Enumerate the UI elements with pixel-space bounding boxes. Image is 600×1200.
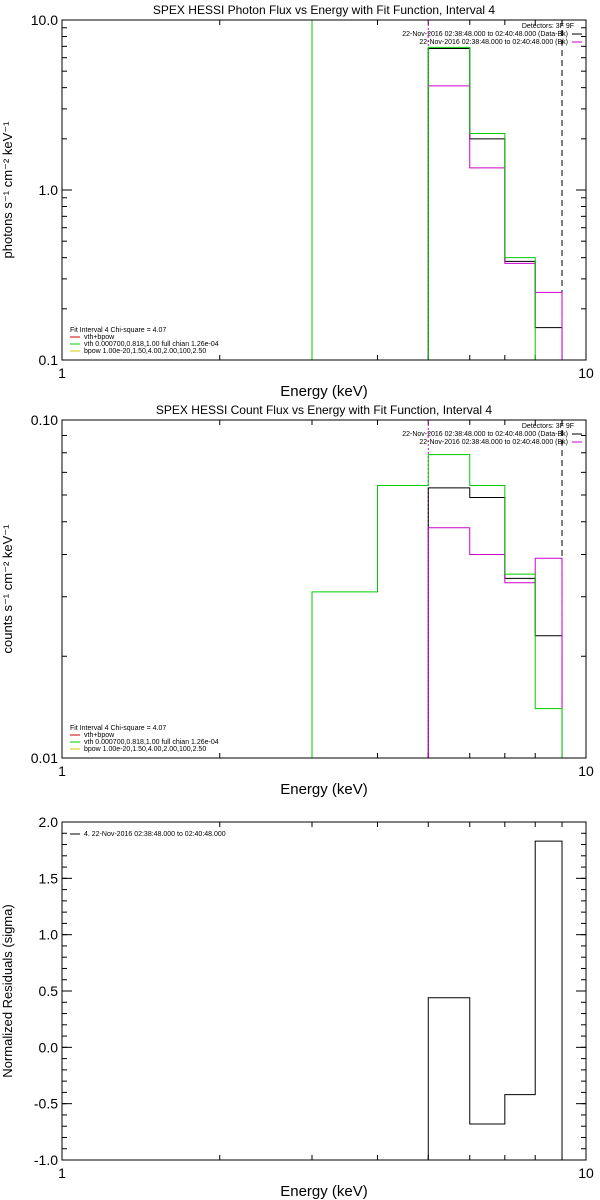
- legend-left-entry: bpow 1.00e-20,1.50,4.00,2.00,100,2.50: [84, 348, 206, 355]
- y-axis-label: Normalized Residuals (sigma): [0, 904, 15, 1077]
- y-tick-label: 1.5: [39, 870, 59, 886]
- x-axis-ticks: [219, 822, 563, 1160]
- y-tick-label: 2.0: [39, 814, 59, 830]
- plot-area: [311, 420, 563, 758]
- x-axis-label: Energy (keV): [280, 1183, 368, 1200]
- series-bk: [427, 527, 563, 758]
- legend-left-entry: Fit Interval 4 Chi-square = 4.07: [70, 327, 166, 334]
- plot-area: [427, 840, 563, 1160]
- y-tick-label: 0.10: [31, 412, 58, 428]
- x-axis-ticks: [219, 20, 563, 360]
- y-axis-label: counts s⁻¹ cm⁻² keV⁻¹: [0, 524, 15, 654]
- y-tick-label: -1.0: [34, 1152, 58, 1168]
- chart-title: SPEX HESSI Photon Flux vs Energy with Fi…: [153, 3, 495, 17]
- legend-right-entry: 22-Nov-2016 02:38:48.000 to 02:40:48.000…: [419, 439, 568, 446]
- series-bk: [427, 85, 563, 360]
- series-data-bk: [427, 487, 563, 758]
- plot-frame: [61, 19, 587, 361]
- series-vth-bpow: [427, 46, 563, 360]
- legend-left-entry: vth+bpow: [84, 732, 115, 739]
- legend-right-entry: 22-Nov-2016 02:38:48.000 to 02:40:48.000…: [419, 39, 568, 46]
- x-axis-label: Energy (keV): [280, 383, 368, 400]
- x-tick-label: 1: [58, 365, 66, 381]
- x-tick-label: 1: [58, 1165, 66, 1181]
- y-tick-label: 10.0: [31, 12, 58, 28]
- chart-panel-3: -1.0 -0.5 0.0 0.5 1.0 1.5 2.0 1 10 Energy (keV) No…: [0, 814, 594, 1200]
- legend-left-entry: vth 0.000700,0.818,1.00 full chian 1.26e…: [84, 739, 219, 746]
- chart-panel-2: SPEX HESSI Count Flux vs Energy with Fit…: [0, 403, 594, 798]
- chart-panel-1: SPEX HESSI Photon Flux vs Energy with Fi…: [0, 3, 594, 400]
- legend-left-entry: vth 0.000700,0.818,1.00 full chian 1.26e…: [84, 341, 219, 348]
- x-tick-label: 10: [578, 1165, 594, 1181]
- y-tick-label: 1.0: [39, 182, 59, 198]
- y-tick-label: 0.5: [39, 983, 59, 999]
- x-tick-label: 10: [578, 365, 594, 381]
- detectors-label: Detectors: 3F 9F: [522, 423, 574, 430]
- y-axis-ticks: [62, 821, 586, 1161]
- y-tick-label: 0.0: [39, 1039, 59, 1055]
- series-4-22-nov-2016-02-38-48-000-to-02-40-48-000: [427, 840, 563, 1160]
- plot-area: [311, 20, 563, 360]
- y-tick-label: 0.1: [39, 352, 59, 368]
- detectors-label: Detectors: 3F 9F: [522, 23, 574, 30]
- y-tick-label: 1.0: [39, 927, 59, 943]
- plot-frame: [61, 419, 587, 759]
- series-data-bk: [427, 47, 563, 360]
- legend-left-entry: Fit Interval 4 Chi-square = 4.07: [70, 725, 166, 732]
- legend-left-entry: bpow 1.00e-20,1.50,4.00,2.00,100,2.50: [84, 746, 206, 753]
- y-tick-label: 0.01: [31, 750, 58, 766]
- x-axis-ticks: [219, 420, 563, 758]
- chart-title: SPEX HESSI Count Flux vs Energy with Fit…: [156, 403, 492, 417]
- x-axis-label: Energy (keV): [280, 781, 368, 798]
- y-axis-label: photons s⁻¹ cm⁻² keV⁻¹: [0, 121, 15, 259]
- plot-frame: [61, 821, 587, 1161]
- series-vth-bpow: [311, 454, 563, 758]
- y-axis-ticks: [62, 419, 586, 759]
- legend-right-entry: 22-Nov-2016 02:38:48.000 to 02:40:48.000…: [402, 31, 568, 38]
- x-tick-label: 1: [58, 763, 66, 779]
- legend-left-entry: 4. 22-Nov-2016 02:38:48.000 to 02:40:48.…: [84, 831, 226, 838]
- y-axis-ticks: [62, 19, 586, 361]
- legend-right-entry: 22-Nov-2016 02:38:48.000 to 02:40:48.000…: [402, 431, 568, 438]
- x-tick-label: 10: [578, 763, 594, 779]
- y-tick-label: -0.5: [34, 1096, 58, 1112]
- legend-left-entry: vth+bpow: [84, 334, 115, 341]
